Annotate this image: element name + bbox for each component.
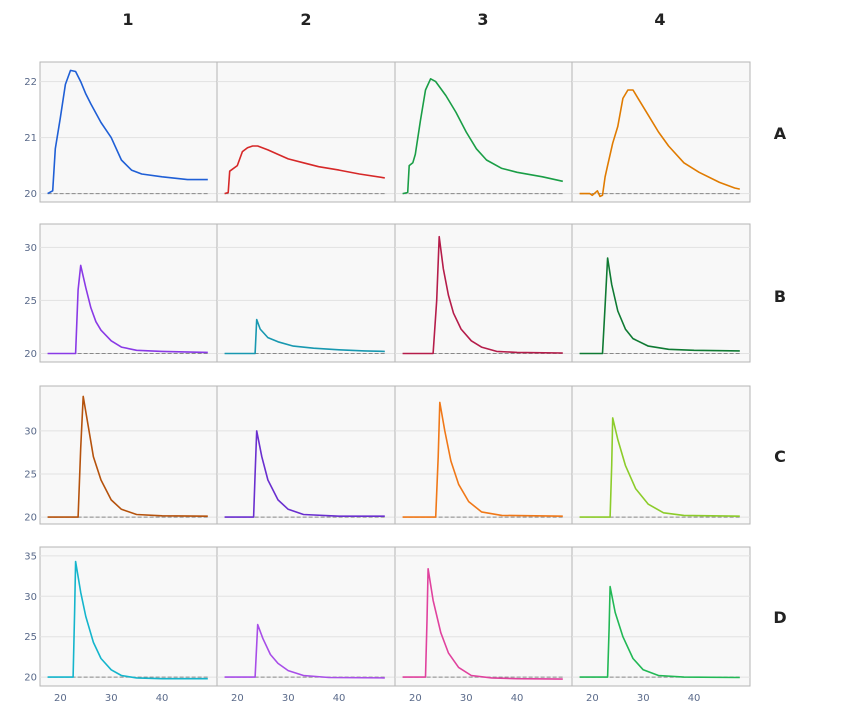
y-tick-label-C-25: 25 [24, 469, 37, 480]
column-header-4: 4 [654, 10, 666, 29]
column-header-1: 1 [122, 10, 134, 29]
y-tick-label-D-35: 35 [24, 551, 37, 562]
y-tick-label-B-25: 25 [24, 296, 37, 307]
y-tick-label-A-20: 20 [24, 189, 37, 200]
series-line-A4 [579, 89, 740, 198]
y-tick-label-D-20: 20 [24, 673, 37, 684]
x-tick-label-2-20: 20 [231, 693, 244, 704]
series-line-B3 [402, 235, 563, 355]
series-line-C3 [402, 401, 563, 518]
x-tick-label-4-20: 20 [586, 693, 599, 704]
panel-B3 [394, 223, 574, 363]
x-tick-label-4-30: 30 [637, 693, 650, 704]
panel-C3 [394, 385, 574, 525]
row-header-C: C [774, 447, 786, 466]
panel-D3 [394, 546, 574, 687]
x-tick-label-1-20: 20 [54, 693, 67, 704]
panel-A2 [216, 61, 396, 203]
y-tick-label-C-20: 20 [24, 513, 37, 524]
panel-A1 [39, 61, 219, 203]
series-line-B1 [47, 264, 208, 355]
series-line-D3 [402, 568, 563, 680]
panel-D4 [571, 546, 751, 687]
series-line-A1 [47, 69, 208, 195]
series-line-D1 [47, 560, 208, 680]
y-tick-label-D-25: 25 [24, 632, 37, 643]
column-header-2: 2 [300, 10, 312, 29]
row-header-A: A [773, 124, 787, 143]
panel-B4 [571, 223, 751, 363]
panel-D1 [39, 546, 219, 687]
series-line-D2 [224, 623, 385, 679]
y-tick-label-A-22: 22 [24, 77, 37, 88]
x-tick-label-3-20: 20 [409, 693, 422, 704]
column-header-3: 3 [477, 10, 489, 29]
series-line-D4 [579, 585, 740, 679]
panel-D2 [216, 546, 396, 687]
panel-A4 [571, 61, 751, 203]
x-tick-label-2-30: 30 [282, 693, 295, 704]
panel-C4 [571, 385, 751, 525]
series-line-C4 [579, 417, 740, 518]
series-line-A2 [224, 145, 385, 195]
panel-B1 [39, 223, 219, 363]
x-tick-label-3-30: 30 [460, 693, 473, 704]
series-line-C2 [224, 430, 385, 518]
series-line-B2 [224, 318, 385, 355]
row-header-B: B [773, 287, 787, 306]
y-tick-label-D-30: 30 [24, 592, 37, 603]
panel-C2 [216, 385, 396, 525]
series-line-B4 [579, 257, 740, 355]
y-tick-label-B-20: 20 [24, 349, 37, 360]
x-tick-label-1-30: 30 [105, 693, 118, 704]
panel-B2 [216, 223, 396, 363]
y-tick-label-A-21: 21 [24, 133, 37, 144]
y-tick-label-B-30: 30 [24, 243, 37, 254]
x-tick-label-1-40: 40 [156, 693, 169, 704]
x-tick-label-4-40: 40 [688, 693, 701, 704]
x-tick-label-2-40: 40 [333, 693, 346, 704]
panel-A3 [394, 61, 574, 203]
series-line-C1 [47, 395, 208, 518]
series-line-A3 [402, 78, 563, 195]
row-header-D: D [773, 608, 787, 627]
y-tick-label-C-30: 30 [24, 426, 37, 437]
panel-C1 [39, 385, 219, 525]
x-tick-label-3-40: 40 [511, 693, 524, 704]
